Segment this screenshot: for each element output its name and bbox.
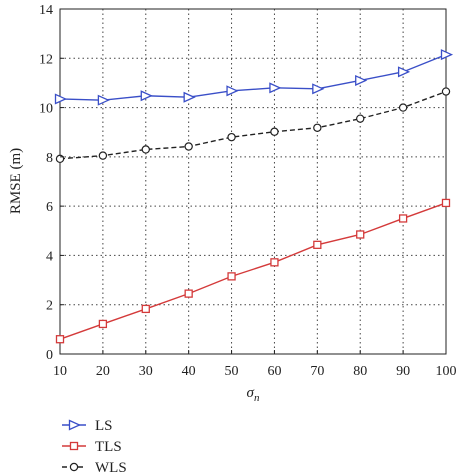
legend-marker-wls: [69, 462, 79, 472]
data-point-wls: [356, 114, 365, 123]
data-point-ls: [312, 83, 325, 95]
data-point-tls: [55, 335, 65, 344]
y-tick-label: 4: [46, 249, 53, 264]
y-tick-label: 10: [39, 102, 53, 117]
data-point-ls: [440, 49, 454, 61]
x-axis-label: σn: [247, 385, 260, 404]
legend-item-tls: TLS: [62, 439, 122, 455]
data-point-wls: [227, 132, 236, 142]
x-tick-label: 70: [310, 364, 324, 379]
x-tick-label: 50: [225, 364, 239, 379]
x-tick-label: 10: [53, 364, 67, 379]
data-point-tls: [270, 258, 279, 267]
y-tick-label: 12: [39, 52, 53, 67]
data-point-ls: [140, 90, 153, 102]
legend: LS TLS WLS: [62, 418, 127, 474]
series-line-tls: [59, 202, 447, 340]
x-tick-labels: 10 20 30 40 50 60 70 80 90 100: [53, 364, 457, 379]
data-point-ls: [183, 91, 196, 103]
x-tick-label: 100: [436, 364, 457, 379]
legend-item-wls: WLS: [62, 460, 127, 474]
x-tick-label: 30: [139, 364, 153, 379]
plot-frame: [59, 8, 447, 355]
y-tick-label: 0: [46, 348, 53, 363]
y-tick-labels: 0 2 4 6 8 10 12 14: [39, 3, 53, 363]
data-point-wls: [98, 151, 108, 160]
axis-ticks: [59, 8, 447, 355]
x-tick-label: 20: [96, 364, 110, 379]
data-point-wls: [441, 87, 451, 96]
data-point-wls: [184, 142, 193, 151]
y-tick-label: 6: [46, 200, 53, 215]
x-tick-label: 90: [396, 364, 410, 379]
y-tick-label: 14: [39, 3, 53, 18]
data-point-wls: [55, 154, 65, 164]
data-point-tls: [398, 214, 408, 223]
x-tick-label: 60: [267, 364, 281, 379]
data-point-tls: [356, 230, 365, 239]
series-line-wls: [59, 90, 447, 160]
data-point-tls: [313, 240, 322, 249]
legend-marker-tls: [69, 441, 79, 451]
legend-label-ls: LS: [95, 418, 113, 434]
x-tick-label: 40: [182, 364, 196, 379]
data-point-ls: [269, 82, 282, 94]
grid-lines: [60, 9, 446, 354]
legend-item-ls: LS: [62, 418, 113, 434]
data-point-ls: [54, 93, 68, 105]
series-ls: [54, 49, 454, 106]
data-point-tls: [184, 289, 193, 298]
series-wls: [55, 87, 451, 164]
y-tick-label: 8: [46, 151, 53, 166]
y-axis-label: RMSE (m): [8, 148, 24, 214]
data-point-tls: [98, 319, 108, 329]
data-point-wls: [270, 127, 279, 136]
data-point-wls: [313, 123, 322, 132]
legend-marker-ls: [68, 419, 82, 431]
data-point-ls: [397, 66, 411, 78]
series-layer: [54, 49, 454, 344]
data-point-tls: [141, 304, 150, 314]
x-tick-label: 80: [353, 364, 367, 379]
data-point-ls: [355, 74, 368, 86]
series-tls: [55, 198, 451, 344]
data-point-wls: [141, 145, 150, 154]
data-point-tls: [227, 272, 236, 281]
legend-label-wls: WLS: [95, 460, 127, 474]
legend-label-tls: TLS: [95, 439, 122, 455]
data-point-ls: [226, 85, 239, 97]
data-point-ls: [97, 94, 110, 106]
data-point-tls: [441, 198, 451, 208]
y-tick-label: 2: [46, 299, 53, 314]
series-line-ls: [59, 53, 447, 101]
data-point-wls: [398, 103, 408, 112]
